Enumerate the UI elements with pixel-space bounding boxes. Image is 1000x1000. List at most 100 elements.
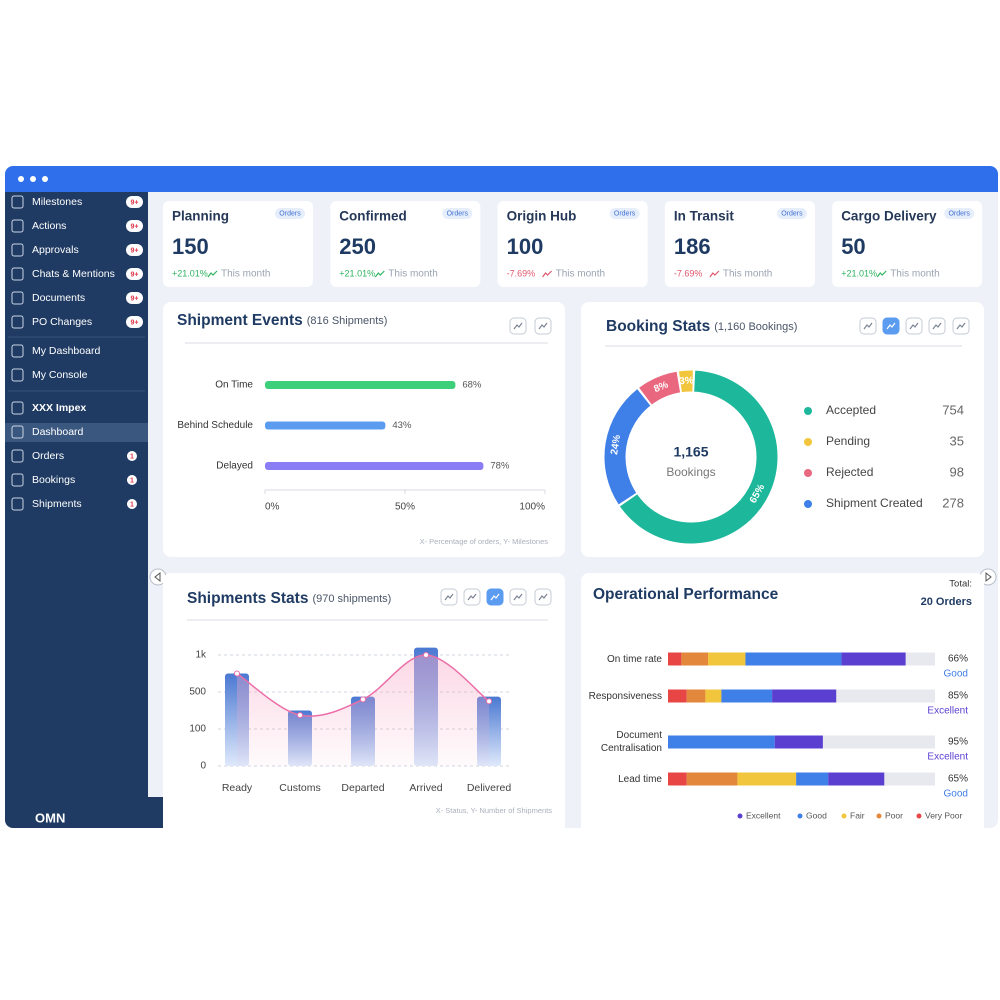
legend-swatch	[841, 813, 847, 819]
bar-segment	[796, 772, 829, 786]
legend-swatch	[804, 407, 812, 415]
menu-icon	[11, 219, 24, 233]
kpi-tag: Orders	[781, 210, 803, 217]
badge-bg	[126, 196, 143, 208]
menu-label[interactable]: Dashboard	[32, 426, 84, 438]
kpi-tag: Orders	[279, 210, 301, 217]
score: 95%	[948, 737, 968, 748]
legend-label: Excellent	[746, 810, 781, 820]
window: Milestones 9+ Actions 9+ Approvals 9+ Chats & …	[5, 166, 998, 828]
x-tick-label: 100%	[519, 502, 545, 513]
menu-label[interactable]: Approvals	[32, 244, 79, 256]
rating: Good	[944, 789, 968, 800]
menu-label[interactable]: PO Changes	[32, 316, 92, 328]
badge: 9+	[131, 271, 139, 278]
subtitle: (816 Shipments)	[307, 315, 388, 327]
icon-glyph	[490, 593, 500, 601]
badge-bg	[127, 475, 137, 485]
panel	[581, 302, 984, 557]
axis-note: X- Percentage of orders, Y- Milestones	[420, 537, 549, 546]
kpi-period: This month	[723, 269, 772, 280]
score: 66%	[948, 654, 968, 665]
bar-segment	[841, 652, 906, 666]
title: Shipment Events	[177, 312, 303, 329]
bar-segment	[737, 772, 797, 786]
icon-glyph	[956, 322, 966, 330]
badge-bg	[126, 292, 143, 304]
subtitle: (1,160 Bookings)	[714, 321, 797, 333]
kpi-tag: Orders	[614, 210, 636, 217]
bar-segment	[774, 735, 823, 749]
kpi-change: +21.01%	[172, 268, 208, 278]
axis-note: X- Status, Y- Number of Shipments	[436, 806, 553, 815]
total-value: 20 Orders	[921, 596, 972, 608]
title: Booking Stats	[606, 318, 710, 335]
value-label: 78%	[490, 461, 510, 472]
icon-glyph	[513, 322, 523, 330]
kpi-card	[497, 201, 648, 287]
badge: 9+	[131, 319, 139, 326]
kpi-value: 150	[172, 234, 209, 259]
kpi-period: This month	[221, 269, 270, 280]
menu-label[interactable]: Shipments	[32, 498, 82, 510]
bar-segment	[686, 772, 738, 786]
badge: 1	[130, 501, 134, 508]
legend-label: Very Poor	[925, 810, 962, 820]
menu-label[interactable]: My Console	[32, 369, 88, 381]
menu-icon	[11, 401, 24, 415]
kpi-period: This month	[388, 269, 437, 280]
arrow-glyph	[154, 571, 161, 583]
kpi-card	[664, 201, 815, 287]
value-label: 43%	[392, 420, 412, 431]
menu-icon	[11, 497, 24, 511]
bar-segment	[681, 652, 709, 666]
badge-bg	[126, 268, 143, 280]
bar-segment	[745, 652, 842, 666]
menu-label[interactable]: Chats & Mentions	[32, 268, 115, 280]
icon-glyph	[909, 322, 919, 330]
menu-icon	[11, 425, 24, 439]
legend-swatch	[737, 813, 743, 819]
score: 65%	[948, 774, 968, 785]
menu-icon	[11, 368, 24, 382]
menu-icon	[11, 344, 24, 358]
x-tick-label: Delivered	[467, 782, 512, 794]
row-label: Responsiveness	[588, 690, 662, 702]
x-tick-label: Customs	[279, 782, 320, 794]
badge: 9+	[131, 223, 139, 230]
segment-label: 3%	[679, 375, 694, 387]
row-label-box: Lead time	[618, 774, 662, 785]
line-point	[234, 670, 240, 677]
badge: 1	[130, 477, 134, 484]
menu-label[interactable]: Milestones	[32, 196, 82, 208]
icon-glyph	[444, 593, 454, 601]
menu-label[interactable]: Actions	[32, 220, 66, 232]
y-tick-label: Delayed	[216, 461, 253, 472]
bar-segment	[668, 735, 775, 749]
legend-count: 98	[950, 464, 964, 479]
badge-bg	[127, 499, 137, 509]
trend-icon	[207, 270, 218, 278]
bar-segment	[828, 772, 885, 786]
icon-glyph	[538, 593, 548, 601]
kpi-period: This month	[556, 269, 605, 280]
icon-glyph	[467, 593, 477, 601]
line-area	[237, 654, 489, 766]
badge-bg	[126, 244, 143, 256]
legend-swatch	[797, 813, 803, 819]
badge: 9+	[131, 199, 139, 206]
rating: Good	[944, 669, 968, 680]
bar-segment	[668, 689, 687, 703]
menu-label[interactable]: My Dashboard	[32, 345, 100, 357]
menu-label[interactable]: Orders	[32, 450, 64, 462]
menu-icon	[11, 291, 24, 305]
menu-label[interactable]: Documents	[32, 292, 85, 304]
kpi-card	[330, 201, 481, 287]
menu-label[interactable]: Bookings	[32, 474, 75, 486]
sidebar	[5, 192, 148, 828]
kpi-tag: Orders	[447, 210, 469, 217]
row-label: Document Centralisation	[600, 730, 662, 754]
row-label-box: On time rate	[607, 654, 662, 665]
legend-swatch	[804, 438, 812, 446]
bar	[265, 462, 484, 470]
